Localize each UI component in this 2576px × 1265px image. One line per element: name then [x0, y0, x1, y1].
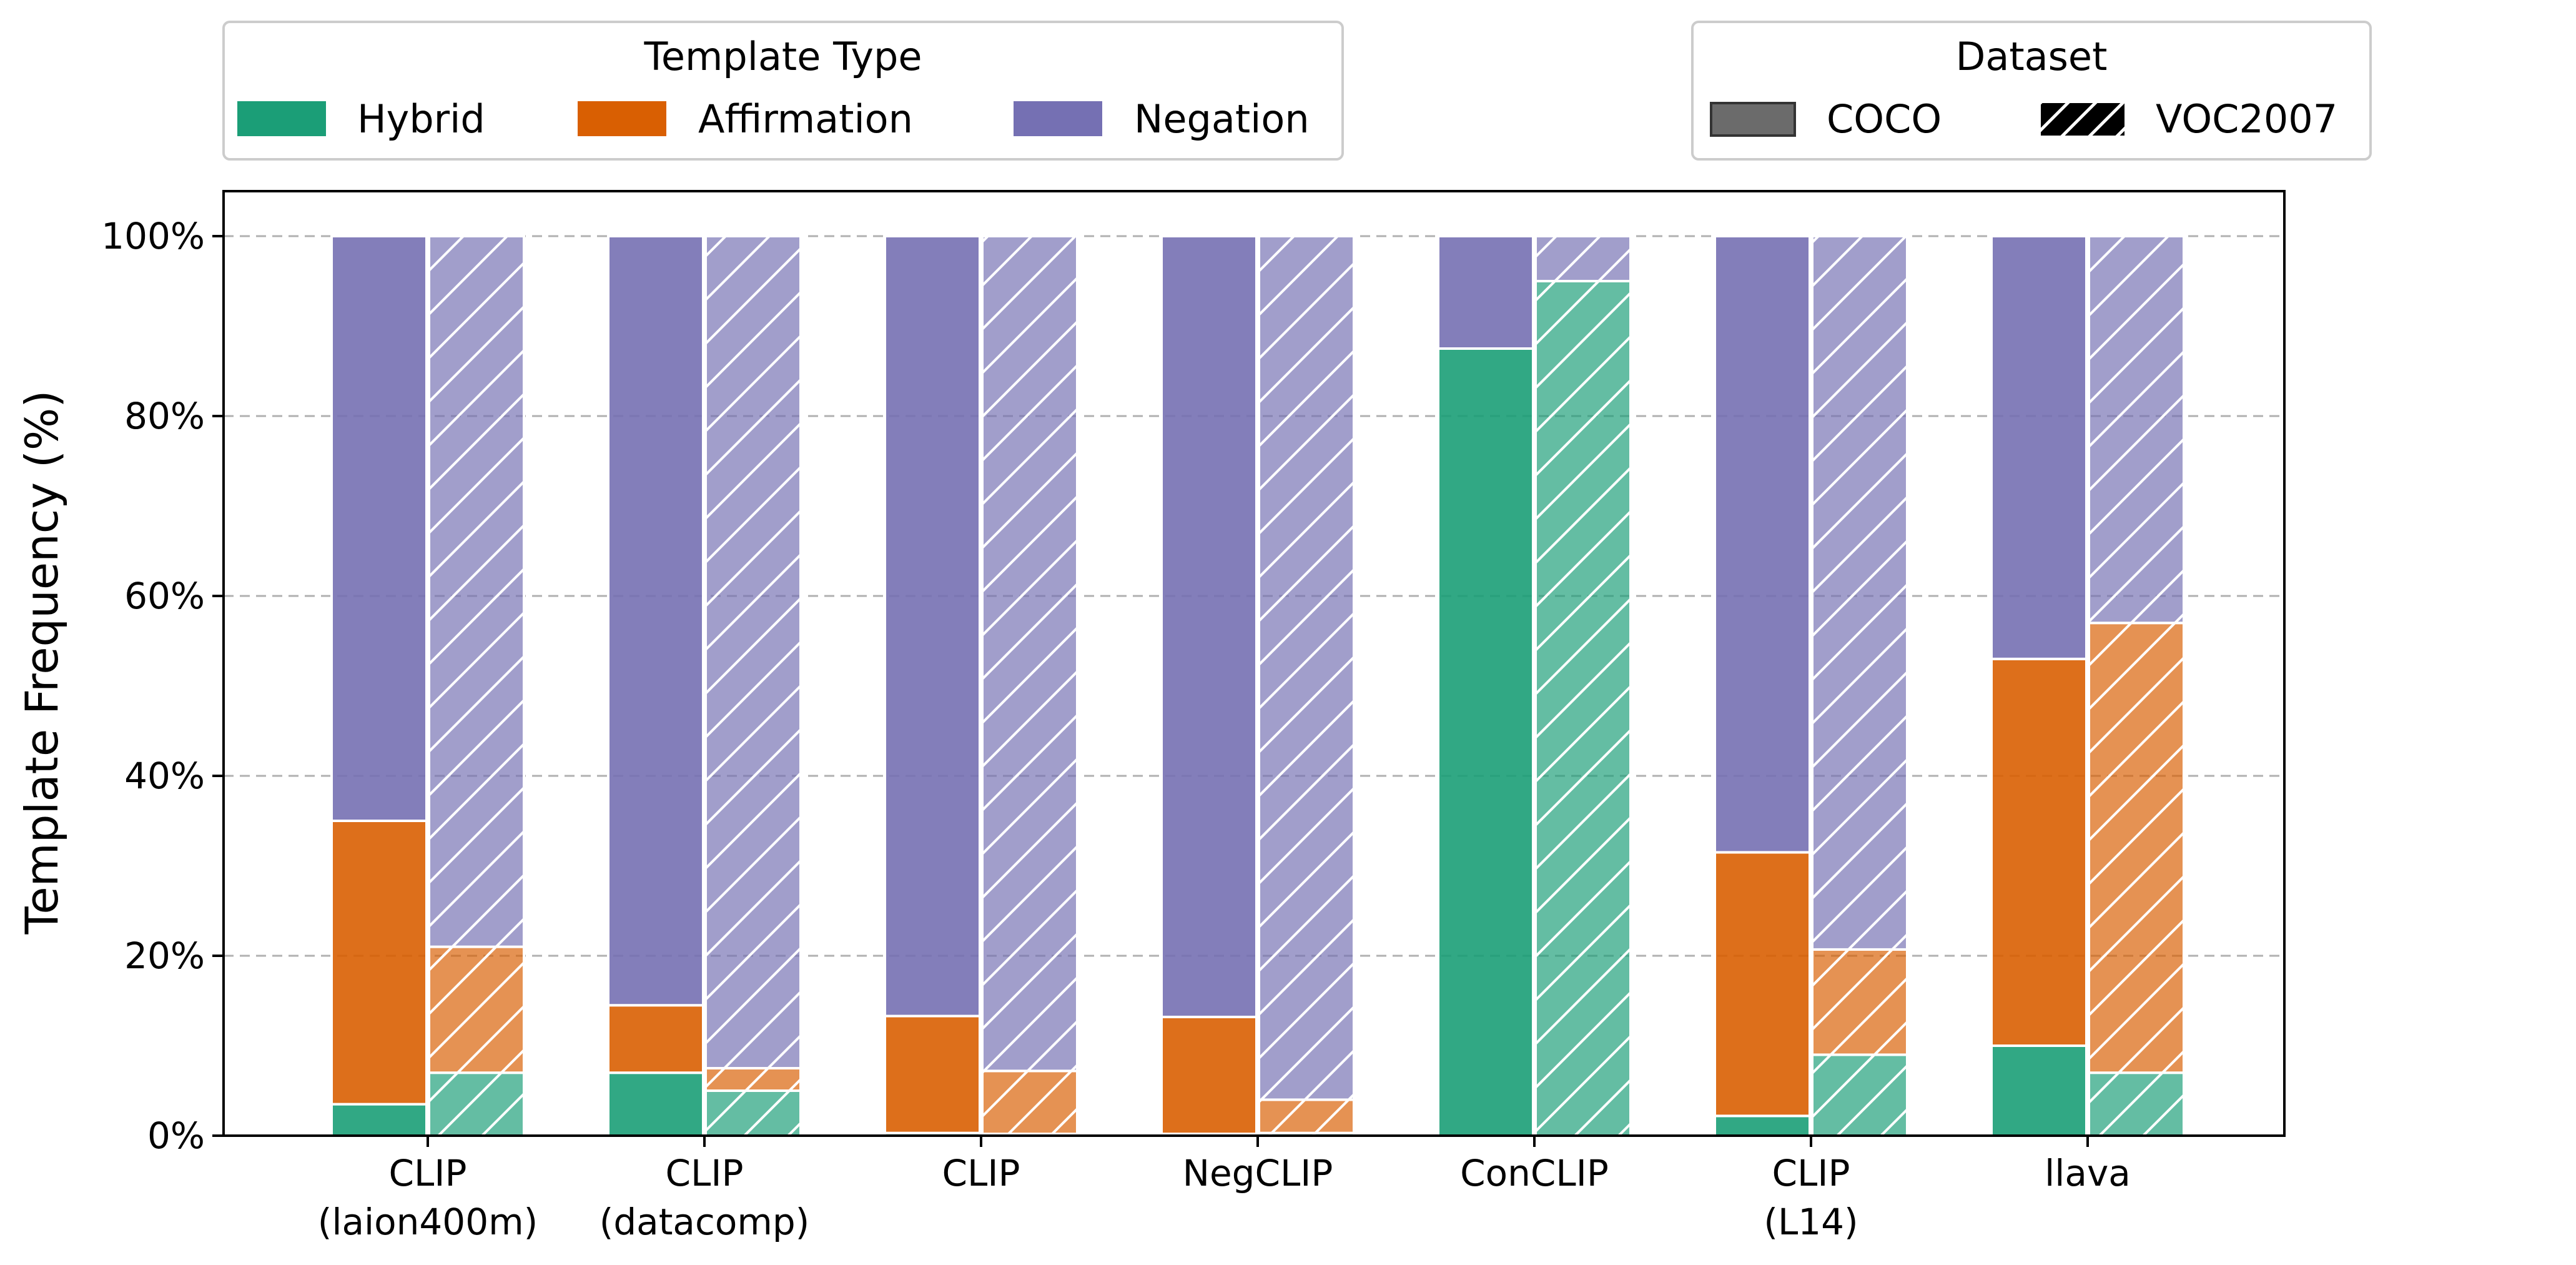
bar-hatch-affirmation	[2089, 623, 2184, 1073]
bars	[330, 235, 2185, 1138]
bar-hatch-hybrid	[1259, 1133, 1354, 1136]
x-axis-ticks: CLIP (laion400m) CLIP (datacomp) CLIP NegCLIP…	[318, 1136, 2131, 1243]
x-tick-label: ConCLIP	[1460, 1152, 1609, 1194]
bar-coco-negation	[1990, 235, 2088, 660]
bar-coco-affirmation	[330, 820, 428, 1106]
legend-label-negation: Negation	[1134, 96, 1310, 142]
x-tick-label: CLIP	[942, 1152, 1020, 1194]
legend-swatch-voc2007-hatch	[2041, 103, 2124, 136]
bar-coco-hybrid	[607, 1071, 704, 1137]
y-tick-label: 40%	[124, 755, 205, 797]
bar-coco-negation	[607, 235, 704, 1007]
y-tick-label: 100%	[101, 215, 205, 257]
legend-label-voc2007: VOC2007	[2156, 96, 2337, 142]
bar-hatch-hybrid	[1536, 281, 1631, 1136]
legend-label-affirmation: Affirmation	[698, 96, 913, 142]
legend-swatch-affirmation	[578, 101, 666, 136]
bar-coco-negation	[1714, 235, 1811, 854]
x-tick-label: CLIP (laion400m)	[318, 1152, 538, 1243]
y-tick-label: 0%	[147, 1114, 205, 1157]
bar-hatch-affirmation	[429, 946, 524, 1073]
x-tick-label: NegCLIP	[1183, 1152, 1333, 1194]
bar-hatch-negation	[429, 236, 524, 947]
y-tick-label: 80%	[124, 395, 205, 437]
template-legend-title: Template Type	[643, 34, 922, 79]
bar-hatch-negation	[706, 236, 801, 1068]
template-type-legend: Template Type Hybrid Affirmation Negatio…	[222, 21, 1344, 161]
bar-coco-negation	[330, 235, 428, 822]
y-axis-label: Template Frequency (%)	[16, 390, 68, 935]
dataset-legend: Dataset COCO VOC2007	[1691, 21, 2372, 161]
bar-hatch-hybrid	[429, 1073, 524, 1136]
bar-hatch-negation	[982, 236, 1077, 1071]
bar-hatch-negation	[2089, 236, 2184, 623]
dataset-legend-title: Dataset	[1956, 34, 2108, 79]
bar-hatch-negation	[1259, 236, 1354, 1100]
bar-hatch-affirmation	[982, 1071, 1077, 1134]
bar-hatch-affirmation	[1812, 949, 1907, 1055]
x-tick-label: CLIP (L14)	[1764, 1152, 1858, 1243]
y-tick-label: 60%	[124, 575, 205, 617]
legend-swatch-negation	[1014, 101, 1102, 136]
bar-hatch-negation	[1812, 236, 1907, 950]
bar-hatch-hybrid	[706, 1091, 801, 1136]
legend-label-hybrid: Hybrid	[357, 96, 485, 142]
bar-hatch-hybrid	[1812, 1054, 1907, 1136]
bar-coco-negation	[1437, 235, 1534, 350]
bar-hatch-affirmation	[1259, 1099, 1354, 1133]
bar-hatch-affirmation	[706, 1068, 801, 1091]
y-tick-label: 20%	[124, 935, 205, 977]
bar-coco-affirmation	[607, 1004, 704, 1074]
y-axis-ticks: 0% 20% 40% 60% 80% 100%	[101, 215, 224, 1157]
bar-coco-negation	[884, 235, 981, 1018]
legend-label-coco: COCO	[1827, 96, 1942, 142]
legend-swatch-coco	[1710, 102, 1796, 137]
bar-coco-affirmation	[884, 1014, 981, 1134]
bar-coco-affirmation	[1714, 851, 1811, 1118]
bar-coco-hybrid	[1714, 1114, 1811, 1137]
bar-coco-hybrid	[1437, 347, 1534, 1137]
dataset-legend-frame	[1691, 21, 2372, 161]
bar-coco-affirmation	[1160, 1015, 1258, 1136]
legend-swatch-hybrid	[237, 101, 326, 136]
bar-hatch-hybrid	[2089, 1073, 2184, 1136]
plot-frame	[222, 190, 2286, 1137]
bar-coco-affirmation	[1990, 657, 2088, 1048]
bar-hatch-negation	[1536, 236, 1631, 281]
bar-coco-negation	[1160, 235, 1258, 1018]
x-tick-label: llava	[2045, 1152, 2131, 1194]
bar-coco-hybrid	[1990, 1044, 2088, 1137]
bar-coco-hybrid	[330, 1103, 428, 1137]
x-tick-label: CLIP (datacomp)	[600, 1152, 810, 1243]
